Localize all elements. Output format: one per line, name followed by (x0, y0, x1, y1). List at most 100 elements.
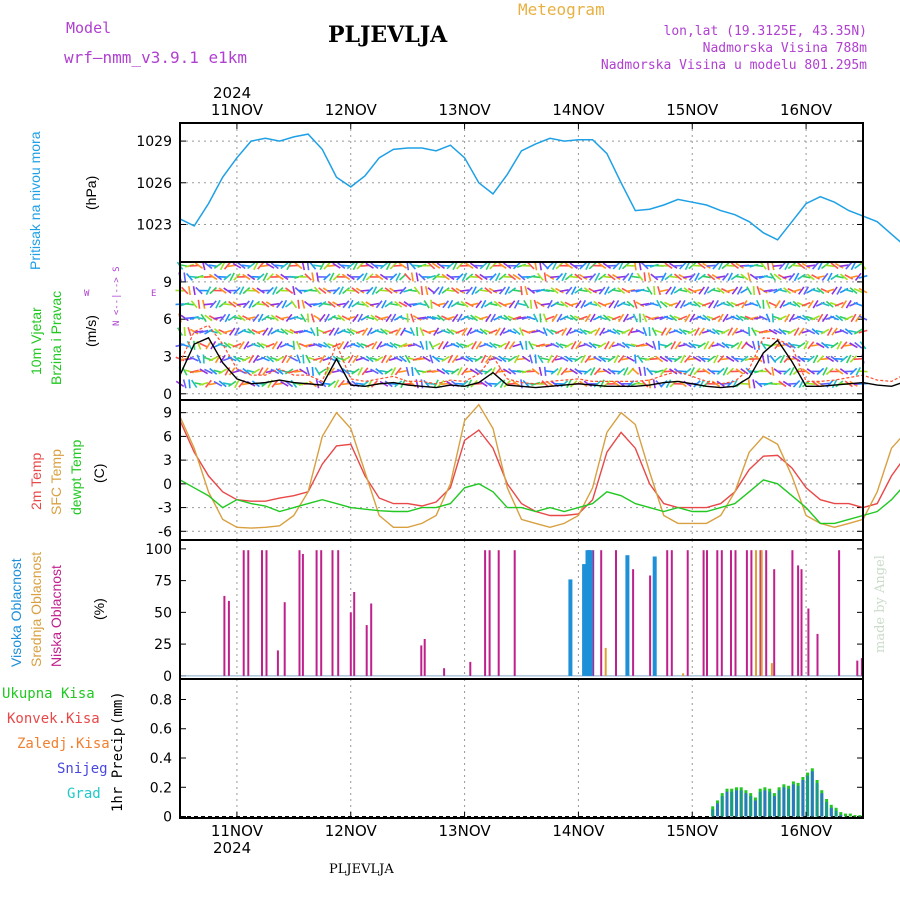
wind-arrow (748, 327, 751, 337)
wind-arrow (540, 357, 550, 361)
wind-arrow (431, 342, 441, 349)
wind-arrow (333, 379, 340, 389)
wind-arrow (504, 286, 511, 295)
wind-arrow (279, 316, 289, 320)
wind-arrow (773, 355, 782, 363)
wind-arrow (374, 329, 384, 334)
wind-arrow (302, 354, 305, 364)
wind-arrow (450, 342, 460, 348)
wind-arrow (626, 315, 636, 321)
wind-arrow (261, 300, 270, 308)
wind-arrow (543, 272, 547, 282)
wind-arrow (332, 273, 341, 281)
wind-arrow (539, 313, 542, 323)
wind-arrow (285, 300, 294, 308)
wind-arrow (498, 301, 507, 308)
wind-arrow (665, 327, 672, 336)
wind-arrow (247, 262, 256, 270)
cloud-bar-low (632, 569, 635, 676)
wind-arrow (419, 327, 425, 337)
wind-arrow (820, 382, 830, 385)
wind-arrow (352, 313, 359, 323)
wind-arrow (479, 328, 488, 336)
wind-arrow (385, 313, 392, 323)
precip-bar-snow (720, 796, 724, 817)
wind-arrow (654, 275, 664, 278)
wind-arrow (228, 300, 237, 308)
wind-arrow (518, 327, 525, 337)
cloud-bar-low (600, 550, 603, 676)
wind-arrow (784, 313, 791, 323)
wind-arrow (716, 287, 725, 295)
wind-arrow (266, 273, 274, 281)
wind-arrow (569, 302, 579, 307)
wind-arrow (192, 286, 196, 296)
wind-arrow (403, 329, 413, 334)
wind-arrow (617, 367, 626, 375)
wind-arrow (735, 275, 745, 279)
wind-arrow (765, 299, 771, 309)
wind-arrow (474, 355, 484, 363)
wind-arrow (303, 329, 313, 334)
wind-arrow (640, 262, 649, 270)
wind-arrow (200, 313, 207, 323)
wind-arrow (679, 300, 686, 309)
wind-arrow (725, 355, 735, 362)
wind-arrow (256, 341, 265, 349)
wind-arrow (740, 287, 749, 294)
wind-arrow (593, 300, 602, 308)
wind-arrow (394, 300, 403, 308)
cloud-bar-low (670, 550, 673, 676)
wind-arrow (456, 313, 463, 323)
wind-arrow (455, 287, 465, 294)
wind-arrow (769, 272, 777, 282)
wind-arrow (701, 302, 711, 307)
wind-arrow (653, 286, 656, 296)
wind-arrow (352, 354, 359, 364)
wind-arrow (498, 273, 507, 281)
wind-arrow (757, 340, 760, 350)
x-tick-label-bottom: 14NOV (552, 822, 605, 840)
wind-arrow (668, 302, 678, 307)
wind-arrow (233, 286, 241, 295)
wind-arrow (508, 341, 516, 350)
wind-arrow (461, 367, 469, 376)
wind-arrow (640, 288, 650, 293)
wind-arrow (522, 355, 531, 363)
wind-arrow (332, 301, 341, 308)
wind-arrow (431, 262, 441, 269)
wind-arrow (323, 273, 331, 281)
wind-arrow (362, 272, 368, 282)
wind-arrow (355, 287, 365, 294)
wind-arrow (643, 366, 647, 377)
wind-arrow (276, 300, 284, 309)
wind-arrow (292, 340, 295, 350)
wind-arrow (426, 329, 436, 334)
wind-arrow (613, 354, 620, 364)
wind-arrow (213, 316, 223, 320)
wind-arrow (265, 316, 275, 320)
wind-arrow (538, 366, 543, 376)
cloud-bar-low (649, 575, 652, 676)
wind-arrow (446, 273, 455, 281)
wind-arrow (445, 289, 455, 292)
wind-arrow (323, 261, 331, 270)
cloud-bar-high (652, 556, 657, 676)
wind-arrow (664, 273, 673, 281)
wind-arrow (835, 368, 844, 375)
cloud-bar-low (497, 550, 500, 676)
wind-arrow (327, 314, 337, 321)
wind-arrow (752, 286, 756, 296)
wind-arrow (232, 355, 241, 363)
wind-arrow (410, 313, 415, 323)
wind-arrow (415, 379, 419, 389)
wind-arrow (556, 367, 563, 376)
wind-arrow (222, 329, 233, 334)
wind-arrow (802, 314, 811, 322)
wind-arrow (674, 300, 682, 309)
wind-arrow (248, 299, 254, 309)
wind-arrow (608, 300, 615, 309)
x-tick-label-top: 16NOV (780, 101, 833, 119)
wind-arrow (687, 328, 697, 335)
year-label-top: 2024 (213, 84, 252, 102)
